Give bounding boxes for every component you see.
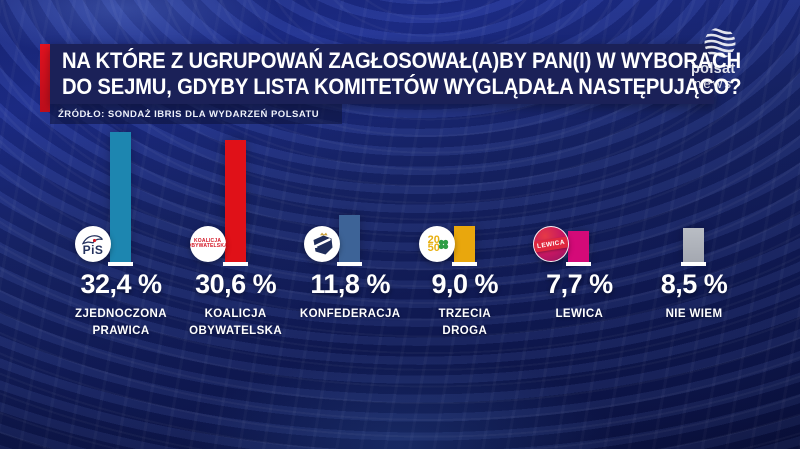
polsat-news-logo: polsat news xyxy=(688,26,737,91)
source-strip: ŹRÓDŁO: SONDAŻ IBRIS DLA WYDARZEŃ POLSAT… xyxy=(50,104,342,124)
category-label-line: ZJEDNOCZONA xyxy=(75,308,167,320)
category-label: ZJEDNOCZONA PRAWICA xyxy=(56,306,186,340)
category-label: NIE WIEM xyxy=(629,306,759,323)
category-label-line: LEWICA xyxy=(555,308,604,320)
result-bar xyxy=(339,214,361,262)
category-label-line: KOALICJA xyxy=(204,308,267,320)
category-label-line: NIE WIEM xyxy=(665,308,723,320)
percentage-value: 11,8 % xyxy=(310,269,390,299)
polsat-globe-icon xyxy=(704,27,736,59)
percentage-value: 30,6 % xyxy=(195,269,277,299)
lewica-logo-text: LEWICA xyxy=(534,235,569,253)
result-bar xyxy=(453,226,475,262)
category-label: LEWICA xyxy=(514,306,644,323)
poll-column-zjednoczona-prawica: PiS 32,4 % ZJEDNOCZONA PRAWICA xyxy=(64,0,178,449)
psl-clover-icon xyxy=(437,238,450,256)
bar-baseline xyxy=(337,262,363,266)
party-logo: PiS xyxy=(75,226,111,262)
result-bar xyxy=(683,228,704,262)
headline-line-1: NA KTÓRE Z UGRUPOWAŃ ZAGŁOSOWAŁ(A)BY PAN… xyxy=(62,48,741,73)
bar-baseline xyxy=(566,262,592,266)
poll-column-trzecia-droga: 20 50 9,0 % TRZECIA DROGA xyxy=(408,0,522,449)
poll-column-konfederacja: 11,8 % KONFEDERACJA xyxy=(293,0,407,449)
news-wordmark: news xyxy=(694,76,734,91)
category-label: TRZECIA DROGA xyxy=(400,306,530,340)
result-bar xyxy=(110,132,131,262)
category-label: KONFEDERACJA xyxy=(285,306,415,323)
party-logo xyxy=(304,226,341,262)
category-label-line: PRAWICA xyxy=(92,325,150,337)
category-label-line: TRZECIA xyxy=(438,308,492,320)
poll-column-nie wiem: 8,5 % NIE WIEM xyxy=(637,0,751,449)
result-bar xyxy=(224,139,246,262)
category-label-line: OBYWATELSKA xyxy=(189,325,283,337)
percentage-value: 32,4 % xyxy=(80,269,162,299)
headline-line-2: DO SEJMU, GDYBY LISTA KOMITETÓW WYGLĄDAŁ… xyxy=(62,74,742,99)
pis-logo-text: PiS xyxy=(82,242,104,257)
percentage-value: 7,7 % xyxy=(546,269,613,299)
party-logo: 20 50 xyxy=(418,226,455,262)
source-text: ŹRÓDŁO: SONDAŻ IBRIS DLA WYDARZEŃ POLSAT… xyxy=(58,108,320,120)
bar-baseline xyxy=(108,262,133,266)
bar-baseline xyxy=(222,262,248,266)
percentage-value: 9,0 % xyxy=(431,269,499,299)
polsat-wordmark: polsat xyxy=(691,61,736,77)
party-logo: LEWICA xyxy=(533,226,570,262)
category-label-line: DROGA xyxy=(442,325,488,337)
category-label: KOALICJA OBYWATELSKA xyxy=(171,306,301,340)
result-bar xyxy=(568,231,590,262)
polska2050-logo-text: 20 50 xyxy=(427,233,440,254)
konfederacja-eagle-icon xyxy=(310,232,333,254)
pis-red-dot xyxy=(93,239,96,242)
category-label-line: KONFEDERACJA xyxy=(299,308,401,320)
headline-accent-bar xyxy=(40,44,50,112)
bar-baseline xyxy=(451,262,477,266)
poll-column-lewica: LEWICA 7,7 % LEWICA xyxy=(522,0,636,449)
headline-box: NA KTÓRE Z UGRUPOWAŃ ZAGŁOSOWAŁ(A)BY PAN… xyxy=(50,44,742,104)
percentage-value: 8,5 % xyxy=(660,269,728,299)
bar-baseline xyxy=(681,262,706,266)
